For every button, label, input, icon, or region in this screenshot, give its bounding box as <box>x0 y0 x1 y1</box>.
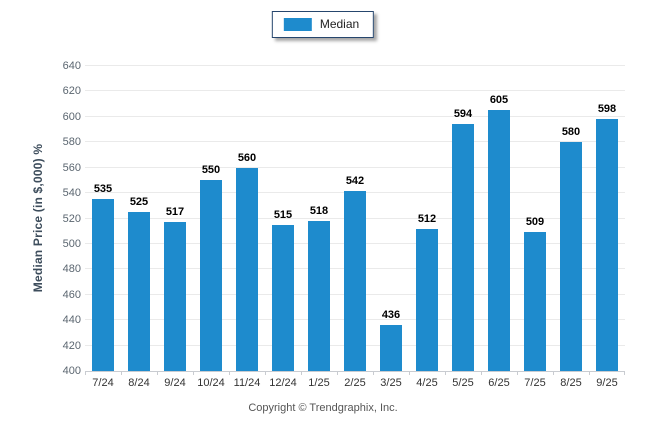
x-axis-tick <box>337 371 338 375</box>
y-axis-tick-label: 620 <box>62 85 81 98</box>
x-axis-tick <box>193 371 194 375</box>
x-axis-label: 10/24 <box>197 377 225 389</box>
bar-9-25 <box>596 119 618 371</box>
y-axis-tick-label: 560 <box>62 161 81 174</box>
bar-value-label: 550 <box>201 164 221 177</box>
y-axis-tick-label: 580 <box>62 136 81 149</box>
gridline <box>85 115 625 117</box>
x-axis-label: 8/25 <box>560 377 582 389</box>
bar-value-label: 598 <box>597 103 617 116</box>
bar-value-label: 560 <box>237 151 257 164</box>
x-axis-tick <box>445 371 446 375</box>
x-axis-label: 3/25 <box>380 377 402 389</box>
x-axis-tick <box>157 371 158 375</box>
x-axis-label: 1/25 <box>308 377 330 389</box>
bar-7-25 <box>524 232 546 371</box>
x-axis-label: 11/24 <box>233 377 261 389</box>
x-axis-label: 7/25 <box>524 377 546 389</box>
x-axis-tick <box>229 371 230 375</box>
y-axis-tick-label: 540 <box>62 187 81 200</box>
bar-4-25 <box>416 228 438 371</box>
gridline <box>85 65 625 66</box>
x-axis-tick <box>517 371 518 375</box>
y-axis-tick-label: 600 <box>62 110 81 123</box>
x-axis-tick <box>265 371 266 375</box>
x-axis-tick <box>624 371 625 375</box>
x-axis-tick <box>121 371 122 375</box>
bar-12-24 <box>272 224 294 371</box>
y-axis-title: Median Price (in $,000) % <box>31 143 45 293</box>
x-axis-label: 9/24 <box>164 377 186 389</box>
bar-value-label: 517 <box>165 206 185 219</box>
x-axis-tick <box>373 371 374 375</box>
bar-value-label: 518 <box>309 205 329 218</box>
gridline <box>85 90 625 92</box>
y-axis-tick-label: 460 <box>62 288 81 301</box>
bar-8-24 <box>128 212 150 371</box>
x-axis-label: 4/25 <box>416 377 438 389</box>
bar-value-label: 512 <box>417 212 437 225</box>
bar-6-25 <box>488 110 510 371</box>
y-axis-tick-label: 500 <box>62 237 81 250</box>
bar-8-25 <box>560 142 582 371</box>
bar-10-24 <box>200 180 222 371</box>
x-axis-tick <box>301 371 302 375</box>
y-axis-tick-label: 480 <box>62 263 81 276</box>
gridline <box>85 141 625 143</box>
bar-value-label: 542 <box>345 174 365 187</box>
x-axis-label: 8/24 <box>128 377 150 389</box>
x-axis-label: 2/25 <box>344 377 366 389</box>
copyright-text: Copyright © Trendgraphix, Inc. <box>248 402 398 414</box>
x-axis-line <box>85 371 625 372</box>
bar-3-25 <box>380 325 402 371</box>
y-axis-tick-label: 400 <box>62 365 81 377</box>
x-axis-tick <box>409 371 410 375</box>
bar-9-24 <box>164 222 186 371</box>
x-axis-tick <box>553 371 554 375</box>
legend-swatch-icon <box>283 18 312 31</box>
bar-value-label: 515 <box>273 208 293 221</box>
bar-2-25 <box>344 190 366 371</box>
bar-value-label: 594 <box>453 108 473 121</box>
bar-value-label: 580 <box>561 126 581 139</box>
bar-value-label: 525 <box>129 196 149 209</box>
y-axis-tick-label: 640 <box>62 60 81 72</box>
x-axis-tick <box>85 371 86 375</box>
plot-area: 400 420 440 460 480 500 520 540 560 580 600 620 640 5… <box>63 61 625 389</box>
x-axis-label: 12/24 <box>269 377 297 389</box>
legend-label: Median <box>319 17 360 31</box>
bar-value-label: 436 <box>381 309 401 322</box>
bar-5-25 <box>452 124 474 371</box>
x-axis-tick <box>481 371 482 375</box>
y-axis-tick-label: 440 <box>62 314 81 327</box>
bar-11-24 <box>236 167 258 371</box>
y-axis-tick-label: 520 <box>62 212 81 225</box>
x-axis-label: 6/25 <box>488 377 510 389</box>
y-axis-tick-label: 420 <box>62 339 81 352</box>
bar-value-label: 509 <box>525 216 545 229</box>
bar-7-24 <box>92 199 114 371</box>
x-axis-label: 9/25 <box>596 377 618 389</box>
bar-value-label: 605 <box>489 94 509 107</box>
x-axis-label: 5/25 <box>452 377 474 389</box>
bar-1-25 <box>308 221 330 371</box>
gridline <box>85 166 625 168</box>
x-axis-tick <box>589 371 590 375</box>
x-axis-label: 7/24 <box>92 377 114 389</box>
bar-value-label: 535 <box>93 183 113 196</box>
legend[interactable]: Median <box>271 11 375 38</box>
